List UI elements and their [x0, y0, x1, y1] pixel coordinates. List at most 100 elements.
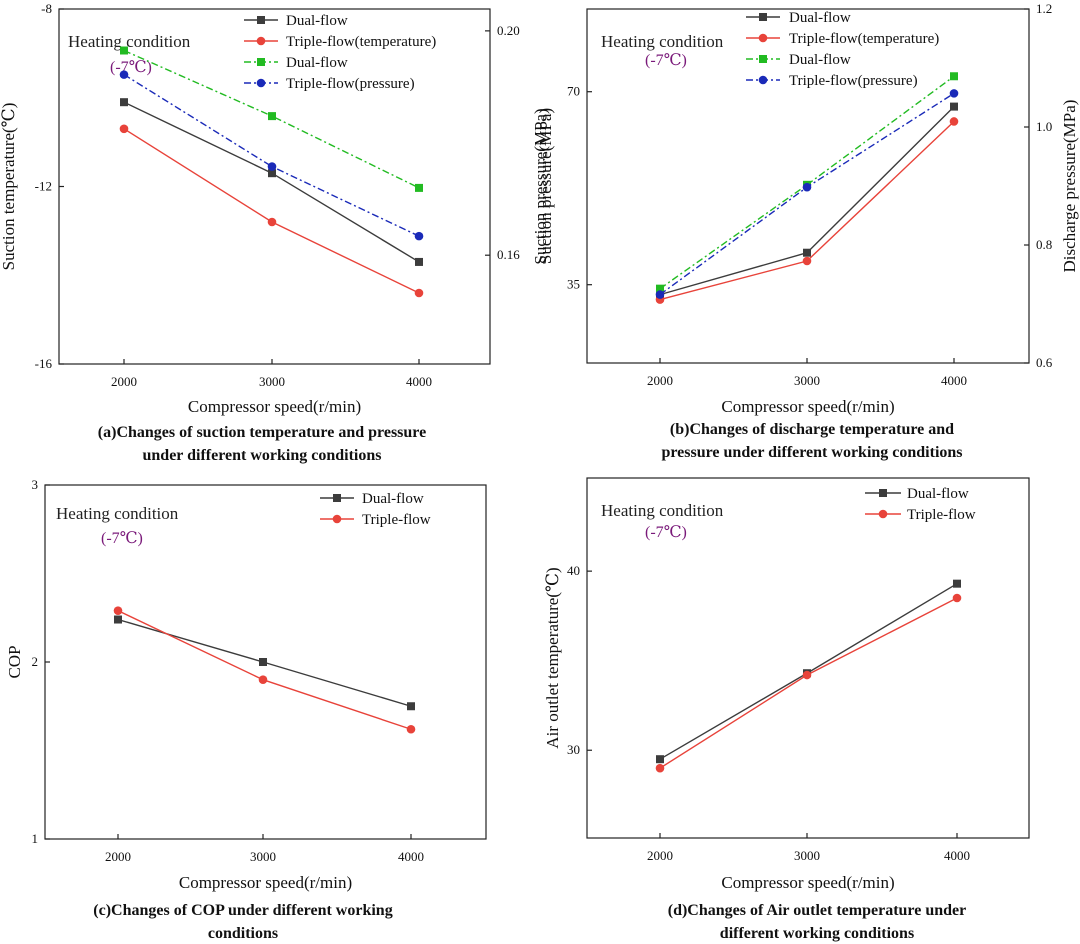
data-point — [803, 248, 811, 257]
series-dual-flow — [120, 98, 423, 266]
legend-label: Dual-flow — [789, 10, 851, 26]
y-right-axis-label: Discharge pressure(MPa) — [1060, 100, 1079, 273]
series-line — [123, 128, 420, 294]
data-point — [258, 675, 268, 684]
y-right-tick-label: 0.6 — [1036, 355, 1053, 370]
data-point — [802, 670, 812, 680]
series-triple-flow-temperature- — [119, 124, 424, 298]
condition-annotation: Heating condition — [601, 501, 724, 520]
y-tick-label: 30 — [567, 742, 580, 757]
legend-label: Triple-flow(temperature) — [789, 31, 939, 47]
condition-annotation: Heating condition — [56, 504, 179, 523]
data-point — [656, 755, 664, 764]
x-tick-label: 4000 — [941, 373, 967, 388]
series-dual-flow — [656, 102, 958, 299]
legend-marker — [759, 13, 767, 21]
data-point — [656, 284, 664, 293]
data-point — [267, 162, 277, 171]
y-right-tick-label: 1.0 — [1036, 119, 1052, 134]
x-tick-label: 2000 — [647, 848, 673, 863]
series-line — [659, 597, 958, 769]
legend-marker — [332, 514, 342, 524]
caption-line-2: conditions — [208, 925, 278, 942]
caption-line-2: different working conditions — [720, 925, 914, 942]
data-point — [802, 182, 812, 192]
data-point — [953, 579, 961, 588]
data-point — [414, 231, 424, 241]
legend-label: Dual-flow — [286, 55, 348, 71]
data-point — [655, 763, 665, 773]
data-point — [952, 593, 962, 603]
data-point — [119, 70, 129, 79]
y-axis-label: Suction pressure(MPa) — [536, 108, 555, 264]
x-axis-label: Compressor speed(r/min) — [179, 873, 352, 892]
x-tick-label: 4000 — [406, 374, 432, 389]
y-right-axis-label: Suction pressure(MPa) — [531, 108, 550, 264]
condition-annotation: Heating condition — [601, 32, 724, 51]
caption-line-2: pressure under different working conditi… — [661, 444, 962, 461]
caption-line-1: (b)Changes of discharge temperature and — [670, 421, 954, 438]
legend-marker — [758, 33, 768, 43]
plot-frame — [586, 477, 1030, 839]
x-tick-label: 3000 — [250, 849, 276, 864]
data-point — [268, 169, 276, 178]
legend-marker — [879, 489, 887, 497]
series-triple-flow — [655, 593, 962, 773]
x-tick-label: 2000 — [647, 373, 673, 388]
series-dual-flow — [120, 46, 423, 192]
chart-a: 2000 3000 4000 -8 -12 -16 0.20 0.16 Suction temp… — [0, 1, 550, 464]
caption-line-1: (c)Changes of COP under different workin… — [93, 902, 392, 919]
legend-marker — [759, 55, 767, 63]
series-triple-flow-temperature- — [655, 117, 959, 304]
legend-label: Dual-flow — [907, 486, 969, 502]
y-tick-label: 2 — [32, 654, 39, 669]
data-point — [259, 658, 267, 666]
series-line — [659, 75, 955, 290]
legend-marker — [256, 36, 266, 46]
series-line — [123, 101, 420, 263]
legend-label: Dual-flow — [789, 52, 851, 68]
data-point — [114, 615, 122, 624]
data-point — [802, 256, 812, 266]
data-point — [415, 183, 423, 192]
y-tick-label: -12 — [35, 179, 52, 194]
chart-d: 2000 3000 4000 40 30 Air outlet temperature(℃… — [543, 477, 1030, 942]
data-point — [119, 124, 129, 134]
condition-temperature: (-7℃) — [645, 52, 687, 69]
data-point — [120, 98, 128, 107]
y-right-tick-label: 0.16 — [497, 247, 520, 262]
legend-label: Dual-flow — [362, 491, 424, 507]
x-tick-label: 3000 — [259, 374, 285, 389]
data-point — [950, 72, 958, 81]
caption-line-1: (a)Changes of suction temperature and pr… — [98, 424, 426, 441]
data-point — [267, 217, 277, 227]
y-tick-label: -16 — [35, 356, 53, 371]
data-point — [949, 89, 959, 98]
plot-frame — [586, 8, 1030, 364]
y-axis-label: COP — [5, 645, 24, 678]
legend-marker — [878, 509, 888, 519]
y-axis-label: Suction temperature(℃) — [0, 103, 18, 271]
y-right-tick-label: 0.8 — [1036, 237, 1052, 252]
data-point — [949, 117, 959, 126]
legend-label: Triple-flow(temperature) — [286, 34, 436, 50]
legend-marker — [333, 494, 341, 502]
legend-label: Dual-flow — [286, 13, 348, 29]
legend-marker — [257, 58, 265, 66]
data-point — [406, 724, 416, 734]
y-right-tick-label: 0.20 — [497, 23, 520, 38]
x-axis-label: Compressor speed(r/min) — [188, 397, 361, 416]
y-tick-label: 40 — [567, 563, 580, 578]
legend-label: Triple-flow(pressure) — [789, 73, 918, 89]
x-axis-label: Compressor speed(r/min) — [721, 873, 894, 892]
legend-label: Triple-flow — [362, 512, 431, 528]
condition-temperature: (-7℃) — [101, 530, 143, 547]
series-line — [117, 610, 412, 730]
legend-label: Triple-flow(pressure) — [286, 76, 415, 92]
series-triple-flow-pressure- — [655, 89, 959, 299]
condition-temperature: (-7℃) — [110, 59, 152, 76]
x-axis-label: Compressor speed(r/min) — [721, 397, 894, 416]
chart-c: 2000 3000 4000 3 2 1 COP Compressor speed(r/min… — [5, 477, 487, 942]
legend-marker — [257, 16, 265, 24]
condition-temperature: (-7℃) — [645, 524, 687, 541]
